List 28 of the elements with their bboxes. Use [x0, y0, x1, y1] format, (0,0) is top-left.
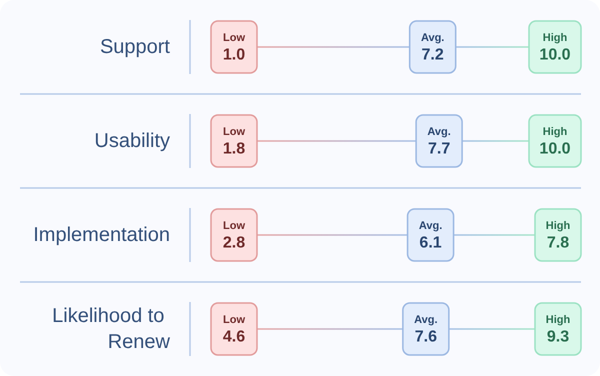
text: Avg.	[427, 126, 451, 138]
text: Avg.	[418, 220, 442, 232]
category-label: Implementation	[33, 224, 170, 246]
series-label: Low	[223, 32, 246, 44]
text: High	[546, 314, 570, 326]
data-label: 7.8	[546, 234, 570, 252]
text: High	[542, 32, 568, 44]
data-label: 1.0	[222, 46, 246, 64]
data-label: 10.0	[539, 46, 571, 64]
data-label: 2.8	[222, 234, 246, 252]
data-label: 7.7	[428, 140, 450, 158]
series-label: High	[546, 220, 570, 232]
data-label: 1.8	[222, 140, 246, 158]
text: Low	[223, 126, 245, 138]
category-label: Usability	[94, 130, 170, 152]
text: Avg.	[414, 314, 438, 326]
category-label: Likelihood to Renew	[52, 305, 171, 353]
data-label: 7.2	[422, 46, 444, 64]
data-label: 9.3	[546, 328, 570, 346]
category-label: Support	[100, 36, 170, 58]
text: Low	[223, 220, 245, 232]
data-label: 10.0	[539, 140, 571, 158]
data-label: 7.6	[414, 328, 438, 346]
text: High	[542, 126, 568, 138]
data-label: 4.6	[222, 328, 246, 346]
data-label: 6.1	[419, 234, 442, 252]
text: Low	[223, 314, 245, 326]
series-label: Avg.	[420, 32, 444, 44]
